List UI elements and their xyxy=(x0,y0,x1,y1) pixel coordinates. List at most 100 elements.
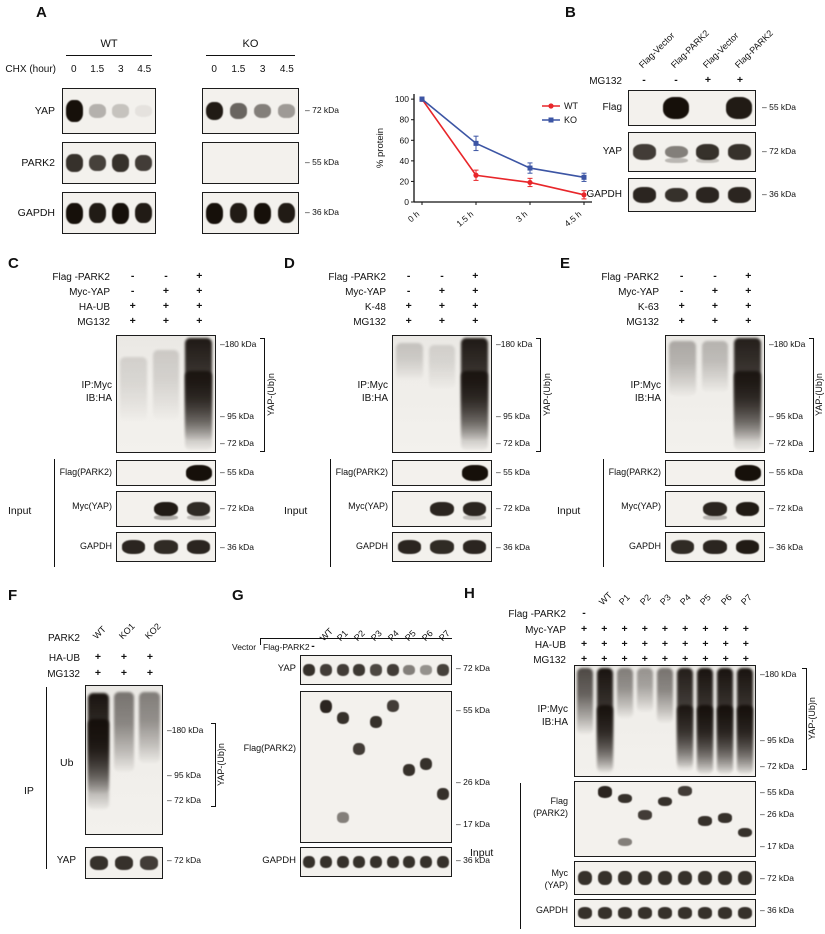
input-row-label: GAPDH xyxy=(628,541,661,551)
blot-gapdh xyxy=(116,532,216,562)
band xyxy=(430,540,454,554)
band xyxy=(206,101,224,121)
band xyxy=(121,540,146,554)
input-label: Input xyxy=(557,505,581,517)
panel-letter-a: A xyxy=(36,4,47,21)
band xyxy=(370,716,382,728)
band xyxy=(735,540,760,554)
input-row-label: Flag(PARK2) xyxy=(335,467,388,477)
treatment-signs: + + + xyxy=(392,315,492,327)
band xyxy=(89,856,108,870)
lane: WT xyxy=(317,595,335,643)
ub-bracket xyxy=(809,338,814,452)
panel-d: D Flag -PARK2 - - + Myc-YAP - + + K-48 + + + M… xyxy=(276,255,552,587)
lane: P1 xyxy=(614,573,634,607)
lane-label: P7 xyxy=(738,592,754,607)
treatment-signs: + + + + + + + + + xyxy=(574,638,756,650)
input-row-label: Flag (PARK2) xyxy=(524,795,568,819)
lane-label: KO1 xyxy=(116,621,137,641)
band xyxy=(336,664,349,676)
blot-gapdh xyxy=(574,899,756,927)
treatment-signs: - - + xyxy=(665,270,765,282)
mw-marker: – 36 kDa xyxy=(305,207,340,217)
blot-yap-ko xyxy=(202,88,299,134)
blot-label-flag: Flag xyxy=(602,102,622,113)
blot-gapdh xyxy=(628,178,756,212)
input-row-label-line1: Myc xyxy=(551,868,569,878)
timepoint: 3 xyxy=(259,64,266,75)
lane-label: P5 xyxy=(698,592,714,607)
sign: + xyxy=(621,638,628,650)
sign: + xyxy=(736,74,744,86)
mw-marker: – 95 kDa xyxy=(220,411,255,421)
blot-label-gapdh: GAPDH xyxy=(17,207,55,219)
lane: Flag-Vector xyxy=(692,6,741,70)
band xyxy=(336,812,349,823)
lane-label: P6 xyxy=(718,592,734,607)
treatment-signs: - + + xyxy=(116,285,216,297)
sign: + xyxy=(641,653,648,665)
sign: + xyxy=(704,74,712,86)
ub-bracket xyxy=(260,338,265,452)
panel-c: C Flag -PARK2 - - + Myc-YAP - + + HA-UB + + + … xyxy=(0,255,278,587)
ip-label-line1: IP:Myc xyxy=(357,380,388,391)
blot-myc-yap xyxy=(665,491,765,527)
vector-label: Vector xyxy=(232,642,257,652)
band xyxy=(320,699,332,713)
timepoint: 1.5 xyxy=(231,64,246,75)
mw-marker: – 72 kDa xyxy=(496,438,531,448)
sign: + xyxy=(661,638,669,650)
treatment-signs: + + + + + + + + + xyxy=(574,623,756,635)
smear xyxy=(461,370,489,441)
sign: + xyxy=(711,285,719,297)
mw-marker: – 55 kDa xyxy=(762,102,797,112)
input-row-label: GAPDH xyxy=(79,541,112,551)
lane: Flag-PARK2 xyxy=(660,6,711,70)
band xyxy=(436,664,449,676)
mw-marker: – 36 kDa xyxy=(760,905,795,915)
band xyxy=(633,187,657,203)
treatment-label: MG132 xyxy=(533,655,566,666)
sign: + xyxy=(742,638,749,650)
treatment-label: MG132 xyxy=(626,317,659,328)
blot-myc-yap xyxy=(574,861,756,895)
mw-marker: – 55 kDa xyxy=(456,705,491,715)
input-label: Input xyxy=(284,505,308,517)
smear xyxy=(696,704,714,773)
band xyxy=(703,515,727,520)
ip-label: IP xyxy=(24,785,34,797)
band xyxy=(112,154,129,172)
sign: + xyxy=(196,285,203,297)
treatment-label: Flag -PARK2 xyxy=(52,272,110,283)
lane: P7 xyxy=(435,595,452,643)
band xyxy=(735,501,760,517)
lane-label: P2 xyxy=(352,628,367,643)
band xyxy=(370,855,382,869)
sign: + xyxy=(711,300,719,312)
smear xyxy=(119,356,147,421)
band xyxy=(697,870,713,886)
mw-marker: – 72 kDa xyxy=(762,146,797,156)
sign: + xyxy=(601,638,608,650)
lane-label: Flag-PARK2 xyxy=(732,28,775,71)
mw-marker: – 36 kDa xyxy=(496,542,531,552)
band xyxy=(697,907,713,919)
input-row-label: Myc(YAP) xyxy=(72,501,112,511)
sign: + xyxy=(472,315,479,327)
mw-marker: –180 kDa xyxy=(769,339,806,349)
blot-gapdh xyxy=(300,847,452,877)
input-row-label-line2: (PARK2) xyxy=(533,808,568,818)
band xyxy=(186,540,211,554)
ip-blot xyxy=(665,335,765,453)
sign: + xyxy=(94,651,102,663)
band xyxy=(657,870,673,886)
input-row-label: Myc(YAP) xyxy=(621,501,661,511)
treatment-label: Myc-YAP xyxy=(345,287,386,298)
treatment-signs: + + + xyxy=(85,667,163,679)
smear xyxy=(701,340,729,392)
treatment-label: HA-UB xyxy=(534,640,566,651)
band xyxy=(663,96,690,120)
mw-marker: – 72 kDa xyxy=(305,105,340,115)
treatment-label: Myc-YAP xyxy=(69,287,110,298)
input-row-label: GAPDH xyxy=(535,905,568,915)
